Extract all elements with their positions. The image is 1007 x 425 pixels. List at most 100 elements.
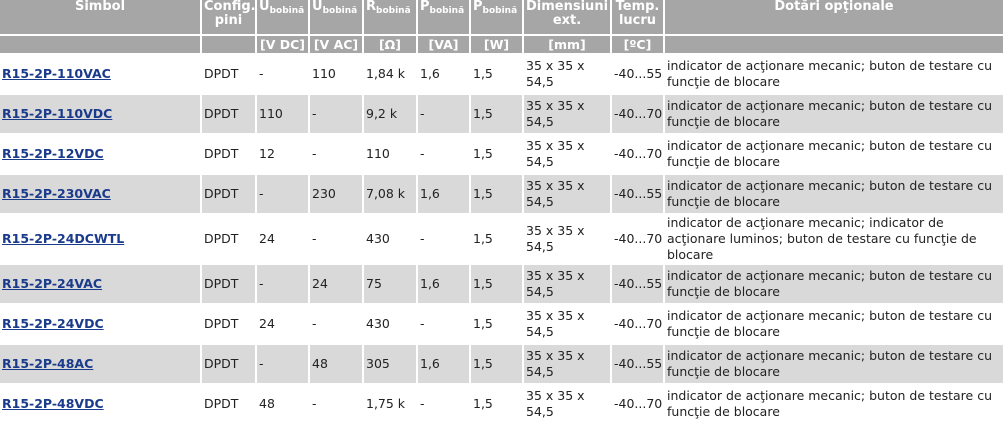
cell-p-va: - (418, 385, 469, 423)
u-ac-base: U (312, 0, 323, 14)
cell-temp: -40...70 (612, 305, 663, 343)
unit-p-va: [VA] (418, 36, 469, 53)
cell-dotari: indicator de acţionare mecanic; buton de… (665, 55, 1003, 93)
cell-p-w: 1,5 (471, 345, 522, 383)
cell-u-ac: - (310, 305, 362, 343)
unit-u-dc: [V DC] (257, 36, 308, 53)
product-link[interactable]: R15-2P-24DCWTL (2, 231, 125, 246)
cell-u-ac: - (310, 385, 362, 423)
cell-config: DPDT (202, 215, 255, 263)
cell-temp: -40...70 (612, 385, 663, 423)
product-link[interactable]: R15-2P-12VDC (2, 146, 104, 161)
cell-r: 9,2 k (364, 95, 416, 133)
cell-u-dc: 48 (257, 385, 308, 423)
p-w-sub: bobină (482, 6, 518, 16)
table-row: R15-2P-24DCWTL DPDT 24-430-1,5 35 x 35 x 54… (0, 215, 1003, 263)
col-header-simbol: Simbol (0, 0, 200, 34)
cell-p-w: 1,5 (471, 215, 522, 263)
cell-config: DPDT (202, 265, 255, 303)
cell-u-ac: - (310, 135, 362, 173)
cell-p-w: 1,5 (471, 265, 522, 303)
u-ac-sub: bobină (322, 6, 358, 16)
u-dc-sub: bobină (269, 6, 305, 16)
cell-config: DPDT (202, 135, 255, 173)
cell-r: 110 (364, 135, 416, 173)
cell-u-ac: 230 (310, 175, 362, 213)
cell-temp: -40...70 (612, 135, 663, 173)
cell-config: DPDT (202, 175, 255, 213)
cell-temp: -40...70 (612, 215, 663, 263)
p-va-sub: bobină (429, 6, 465, 16)
unit-p-w: [W] (471, 36, 522, 53)
cell-dim: 35 x 35 x 54,5 (524, 345, 610, 383)
cell-r: 1,84 k (364, 55, 416, 93)
units-row: [V DC] [V AC] [Ω] [VA] [W] [mm] [ºC] (0, 36, 1003, 53)
p-va-base: P (420, 0, 430, 14)
unit-dotari (665, 36, 1003, 53)
col-header-temp: Temp. lucru (612, 0, 663, 34)
cell-simbol: R15-2P-24DCWTL (0, 215, 200, 263)
cell-simbol: R15-2P-110VDC (0, 95, 200, 133)
u-dc-base: U (259, 0, 270, 14)
cell-config: DPDT (202, 345, 255, 383)
cell-p-va: 1,6 (418, 265, 469, 303)
cell-r: 75 (364, 265, 416, 303)
unit-dim: [mm] (524, 36, 610, 53)
cell-u-dc: 24 (257, 215, 308, 263)
cell-dim: 35 x 35 x 54,5 (524, 135, 610, 173)
product-link[interactable]: R15-2P-48AC (2, 356, 94, 371)
cell-config: DPDT (202, 385, 255, 423)
cell-u-dc: 24 (257, 305, 308, 343)
cell-p-va: - (418, 95, 469, 133)
cell-dim: 35 x 35 x 54,5 (524, 265, 610, 303)
cell-temp: -40...70 (612, 95, 663, 133)
cell-p-w: 1,5 (471, 55, 522, 93)
cell-r: 7,08 k (364, 175, 416, 213)
cell-u-ac: 48 (310, 345, 362, 383)
cell-dotari: indicator de acţionare mecanic; buton de… (665, 175, 1003, 213)
product-link[interactable]: R15-2P-110VDC (2, 106, 113, 121)
col-header-dim: Dimensiuni ext. (524, 0, 610, 34)
cell-u-dc: - (257, 55, 308, 93)
col-header-r: Rbobină (364, 0, 416, 34)
table-row: R15-2P-110VDC DPDT 110-9,2 k -1,5 35 x 35 x … (0, 95, 1003, 133)
table-row: R15-2P-12VDC DPDT 12-110-1,5 35 x 35 x 54,5… (0, 135, 1003, 173)
cell-simbol: R15-2P-48VDC (0, 385, 200, 423)
cell-dotari: indicator de acţionare mecanic; buton de… (665, 95, 1003, 133)
cell-r: 430 (364, 305, 416, 343)
cell-r: 1,75 k (364, 385, 416, 423)
product-link[interactable]: R15-2P-24VDC (2, 316, 104, 331)
col-header-p-va: Pbobină (418, 0, 469, 34)
cell-dim: 35 x 35 x 54,5 (524, 215, 610, 263)
cell-u-ac: 110 (310, 55, 362, 93)
cell-r: 430 (364, 215, 416, 263)
unit-simbol (0, 36, 200, 53)
cell-p-va: - (418, 215, 469, 263)
cell-config: DPDT (202, 95, 255, 133)
table-body: R15-2P-110VAC DPDT -110 1,84 k 1,6 1,5 35 x 35… (0, 55, 1003, 423)
cell-temp: -40...55 (612, 265, 663, 303)
col-header-u-ac: Ubobină (310, 0, 362, 34)
product-link[interactable]: R15-2P-48VDC (2, 396, 104, 411)
cell-p-va: 1,6 (418, 345, 469, 383)
product-link[interactable]: R15-2P-24VAC (2, 276, 103, 291)
cell-temp: -40...55 (612, 55, 663, 93)
cell-u-dc: 12 (257, 135, 308, 173)
cell-dim: 35 x 35 x 54,5 (524, 305, 610, 343)
p-w-base: P (473, 0, 483, 14)
cell-u-dc: 110 (257, 95, 308, 133)
cell-p-w: 1,5 (471, 175, 522, 213)
product-link[interactable]: R15-2P-110VAC (2, 66, 111, 81)
cell-r: 305 (364, 345, 416, 383)
product-link[interactable]: R15-2P-230VAC (2, 186, 111, 201)
cell-p-va: 1,6 (418, 175, 469, 213)
cell-config: DPDT (202, 55, 255, 93)
cell-dotari: indicator de acţionare mecanic; buton de… (665, 305, 1003, 343)
unit-r: [Ω] (364, 36, 416, 53)
cell-p-w: 1,5 (471, 305, 522, 343)
col-header-u-dc: Ubobină (257, 0, 308, 34)
col-header-p-w: Pbobină (471, 0, 522, 34)
cell-u-ac: 24 (310, 265, 362, 303)
cell-p-w: 1,5 (471, 135, 522, 173)
